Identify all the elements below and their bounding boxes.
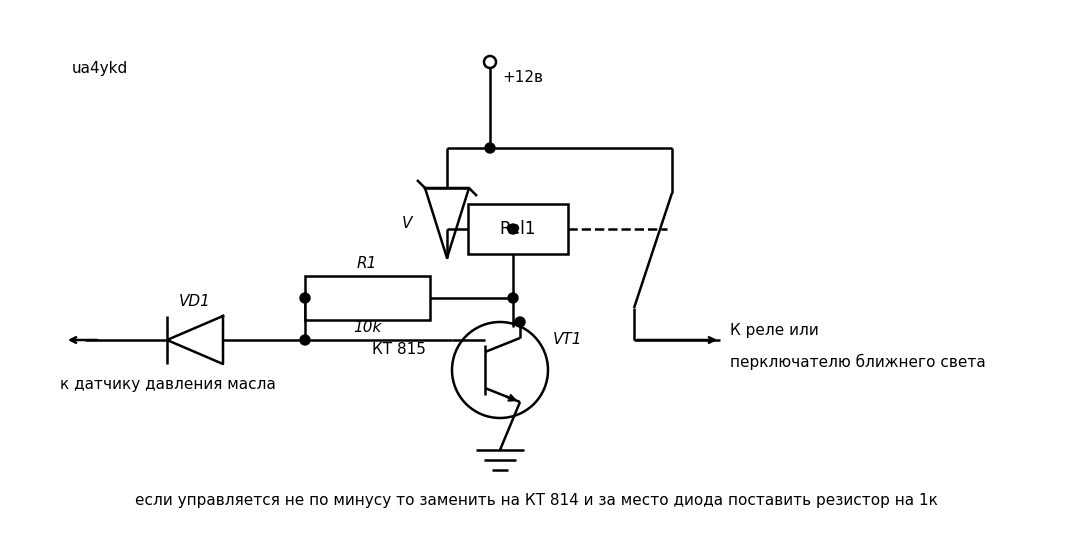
Bar	[305, 276, 430, 320]
Circle shape	[508, 293, 518, 303]
Text: 10k: 10k	[353, 321, 381, 336]
Text: VT1: VT1	[553, 332, 583, 347]
Bar	[468, 204, 568, 254]
Text: Rel1: Rel1	[500, 220, 536, 238]
Text: КТ 815: КТ 815	[372, 343, 426, 358]
Text: перключателю ближнего света: перключателю ближнего света	[730, 354, 986, 370]
Text: R1: R1	[357, 257, 378, 272]
Text: ua4ykd: ua4ykd	[72, 61, 129, 76]
Text: V: V	[401, 215, 412, 230]
Circle shape	[515, 317, 525, 327]
Circle shape	[300, 293, 310, 303]
Text: +12в: +12в	[502, 69, 543, 84]
Circle shape	[300, 335, 310, 345]
Text: к датчику давления масла: к датчику давления масла	[60, 378, 276, 393]
Text: К реле или: К реле или	[730, 323, 819, 337]
Text: если управляется не по минусу то заменить на КТ 814 и за место диода поставить р: если управляется не по минусу то заменит…	[134, 492, 938, 507]
Circle shape	[485, 143, 495, 153]
Text: VD1: VD1	[179, 294, 211, 309]
Circle shape	[508, 224, 518, 234]
